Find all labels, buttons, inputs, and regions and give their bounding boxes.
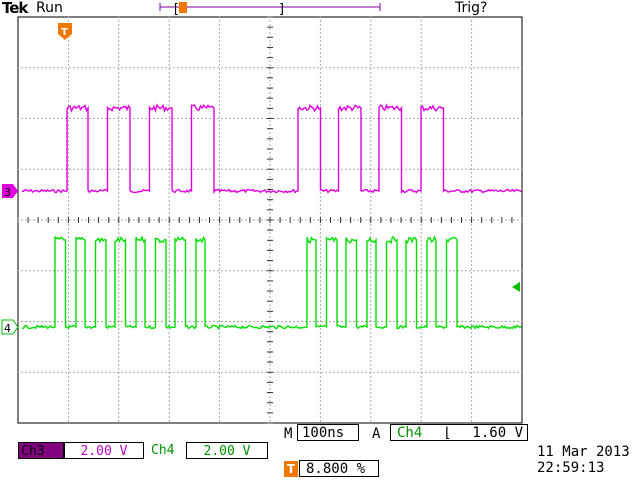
horizontal-position-readout[interactable]: 8.800 % xyxy=(299,460,379,477)
trigger-readout[interactable]: Ch4 ⌊ 1.60 V xyxy=(390,424,528,441)
ch3-ground-marker[interactable]: 3 xyxy=(2,184,18,199)
svg-text:[: [ xyxy=(172,2,180,17)
ch3-marker-label: 3 xyxy=(4,186,11,199)
trigger-marker-letter: T xyxy=(61,27,68,38)
ch4-scale-readout[interactable]: 2.00 V xyxy=(186,442,268,459)
timebase-prefix: M xyxy=(284,426,293,442)
ch4-ground-marker[interactable]: 4 xyxy=(1,319,19,335)
trigger-status: Trig? xyxy=(455,0,488,16)
svg-text:]: ] xyxy=(278,2,286,17)
record-view-bar: [ ] xyxy=(159,2,381,17)
trigger-prefix: A xyxy=(372,426,381,442)
date-readout: 11 Mar 2013 xyxy=(537,444,630,460)
ch4-label[interactable]: Ch4 xyxy=(151,443,175,458)
graticule-grid xyxy=(17,16,523,424)
trigger-source: Ch4 xyxy=(397,425,423,441)
brand-logo: Tek xyxy=(2,0,28,17)
trigger-level: 1.60 V xyxy=(472,425,523,441)
timebase-readout[interactable]: 100ns xyxy=(297,424,359,441)
ch3-waveform xyxy=(21,103,522,195)
trigger-slope-icon: ⌊ xyxy=(443,425,452,441)
ch4-waveform xyxy=(21,235,522,330)
ch3-badge[interactable]: Ch3 xyxy=(18,442,64,459)
acquisition-state: Run xyxy=(36,0,63,16)
ch3-scale-readout[interactable]: 2.00 V xyxy=(64,442,144,459)
time-readout: 22:59:13 xyxy=(537,460,605,476)
position-icon: T xyxy=(284,461,298,477)
ch4-marker-label: 4 xyxy=(4,322,11,335)
trigger-level-arrow[interactable] xyxy=(512,282,520,292)
trigger-position-marker: T xyxy=(58,23,72,40)
